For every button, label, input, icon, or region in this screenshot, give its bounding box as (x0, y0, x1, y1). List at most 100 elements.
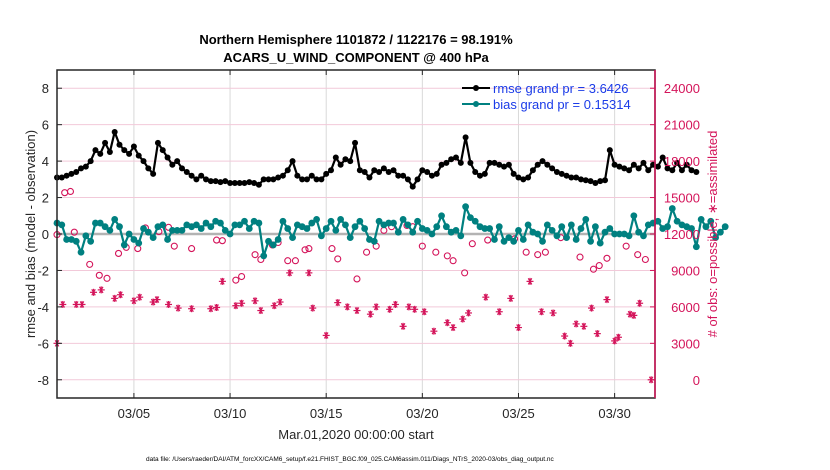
rmse-point (438, 161, 445, 168)
obs-assimilated-marker (588, 304, 596, 312)
bias-point (144, 228, 152, 236)
rmse-point (654, 163, 661, 170)
obs-assimilated-marker (495, 308, 503, 316)
rmse-point (645, 167, 652, 174)
rmse-point (308, 172, 315, 179)
rmse-point (284, 167, 291, 174)
bias-point (721, 223, 729, 231)
bias-point (82, 232, 90, 240)
rmse-point (520, 176, 527, 183)
rmse-point (183, 169, 190, 176)
rmse-point (356, 167, 363, 174)
obs-assimilated-marker (251, 297, 259, 305)
y-tick-label: 4 (42, 154, 49, 169)
bias-point (630, 212, 638, 220)
bias-point (308, 219, 316, 227)
rmse-point (452, 154, 459, 161)
rmse-point (534, 161, 541, 168)
y-axis-right: 0 3000 6000 9000 12000 15000 18000 21000 24000 (650, 81, 700, 388)
rmse-point (443, 159, 450, 166)
bias-point (279, 217, 287, 225)
rmse-point (323, 170, 330, 177)
rmse-point (640, 159, 647, 166)
legend-rmse-marker (473, 85, 479, 91)
bias-point (226, 230, 234, 238)
bias-point (572, 236, 580, 243)
obs-possible-marker (363, 248, 371, 256)
right-tick-label: 6000 (671, 300, 700, 315)
rmse-point (169, 161, 176, 168)
obs-assimilated-marker (420, 308, 428, 316)
rmse-point (332, 154, 339, 161)
bias-point (611, 230, 619, 238)
rmse-point (544, 161, 551, 168)
obs-assimilated-marker (218, 277, 226, 285)
bias-point (654, 217, 662, 225)
bias-point (548, 226, 556, 234)
bias-point (217, 219, 224, 227)
bias-point (231, 221, 239, 229)
bias-point (716, 228, 724, 236)
rmse-point (630, 161, 637, 168)
bias-point (591, 223, 599, 231)
rmse-point (203, 176, 210, 183)
rmse-point (275, 174, 282, 181)
rmse-point (409, 183, 416, 190)
bias-point (96, 219, 104, 227)
bias-point (164, 236, 171, 243)
obs-assimilated-marker (572, 320, 580, 328)
rmse-point (457, 159, 464, 166)
rmse-point (246, 179, 253, 186)
x-tick-label: 03/25 (502, 406, 535, 421)
obs-possible-marker (103, 274, 111, 282)
bias-point (563, 234, 570, 242)
bias-point (63, 236, 71, 243)
obs-assimilated-marker (116, 291, 124, 299)
right-tick-label: 3000 (671, 336, 700, 351)
obs-assimilated-marker (111, 294, 119, 302)
y-axis-label-left: rmse and bias (model - observation) (23, 130, 38, 338)
rmse-point (688, 167, 695, 174)
rmse-point (154, 139, 161, 146)
bias-point (385, 219, 393, 227)
obs-possible-marker (432, 248, 440, 256)
bias-point (241, 217, 248, 225)
bias-point (486, 225, 494, 232)
rmse-point (448, 156, 455, 163)
bias-point (317, 232, 325, 240)
bias-point (505, 234, 513, 242)
bias-point (423, 226, 431, 234)
rmse-point (150, 170, 157, 177)
bias-point (664, 223, 671, 231)
bias-point (149, 234, 157, 242)
rmse-point (669, 167, 676, 174)
bias-point (481, 225, 489, 232)
x-tick-label: 03/05 (118, 406, 151, 421)
obs-assimilated-marker (449, 324, 457, 332)
rmse-point (318, 176, 325, 183)
obs-assimilated-marker (386, 305, 394, 313)
rmse-point (342, 156, 349, 163)
rmse-point (207, 178, 214, 185)
right-tick-label: 18000 (664, 154, 700, 169)
obs-assimilated-marker (286, 269, 294, 277)
rmse-point (97, 150, 104, 157)
bias-point (510, 237, 518, 245)
bias-point (414, 217, 421, 225)
bias-point (101, 223, 109, 231)
rmse-point (529, 167, 536, 174)
rmse-point (102, 139, 109, 146)
bias-point (327, 217, 335, 225)
bias-point (616, 230, 623, 238)
obs-possible-marker (305, 245, 313, 253)
rmse-point (683, 161, 690, 168)
obs-assimilated-marker (213, 303, 221, 311)
obs-assimilated-marker (309, 304, 317, 312)
bias-point (58, 221, 66, 229)
obs-possible-marker (291, 257, 299, 265)
bias-point (173, 226, 181, 234)
bias-point (375, 217, 383, 225)
rmse-point (582, 177, 589, 184)
rmse-point (270, 176, 277, 183)
x-tick-label: 03/20 (406, 406, 439, 421)
